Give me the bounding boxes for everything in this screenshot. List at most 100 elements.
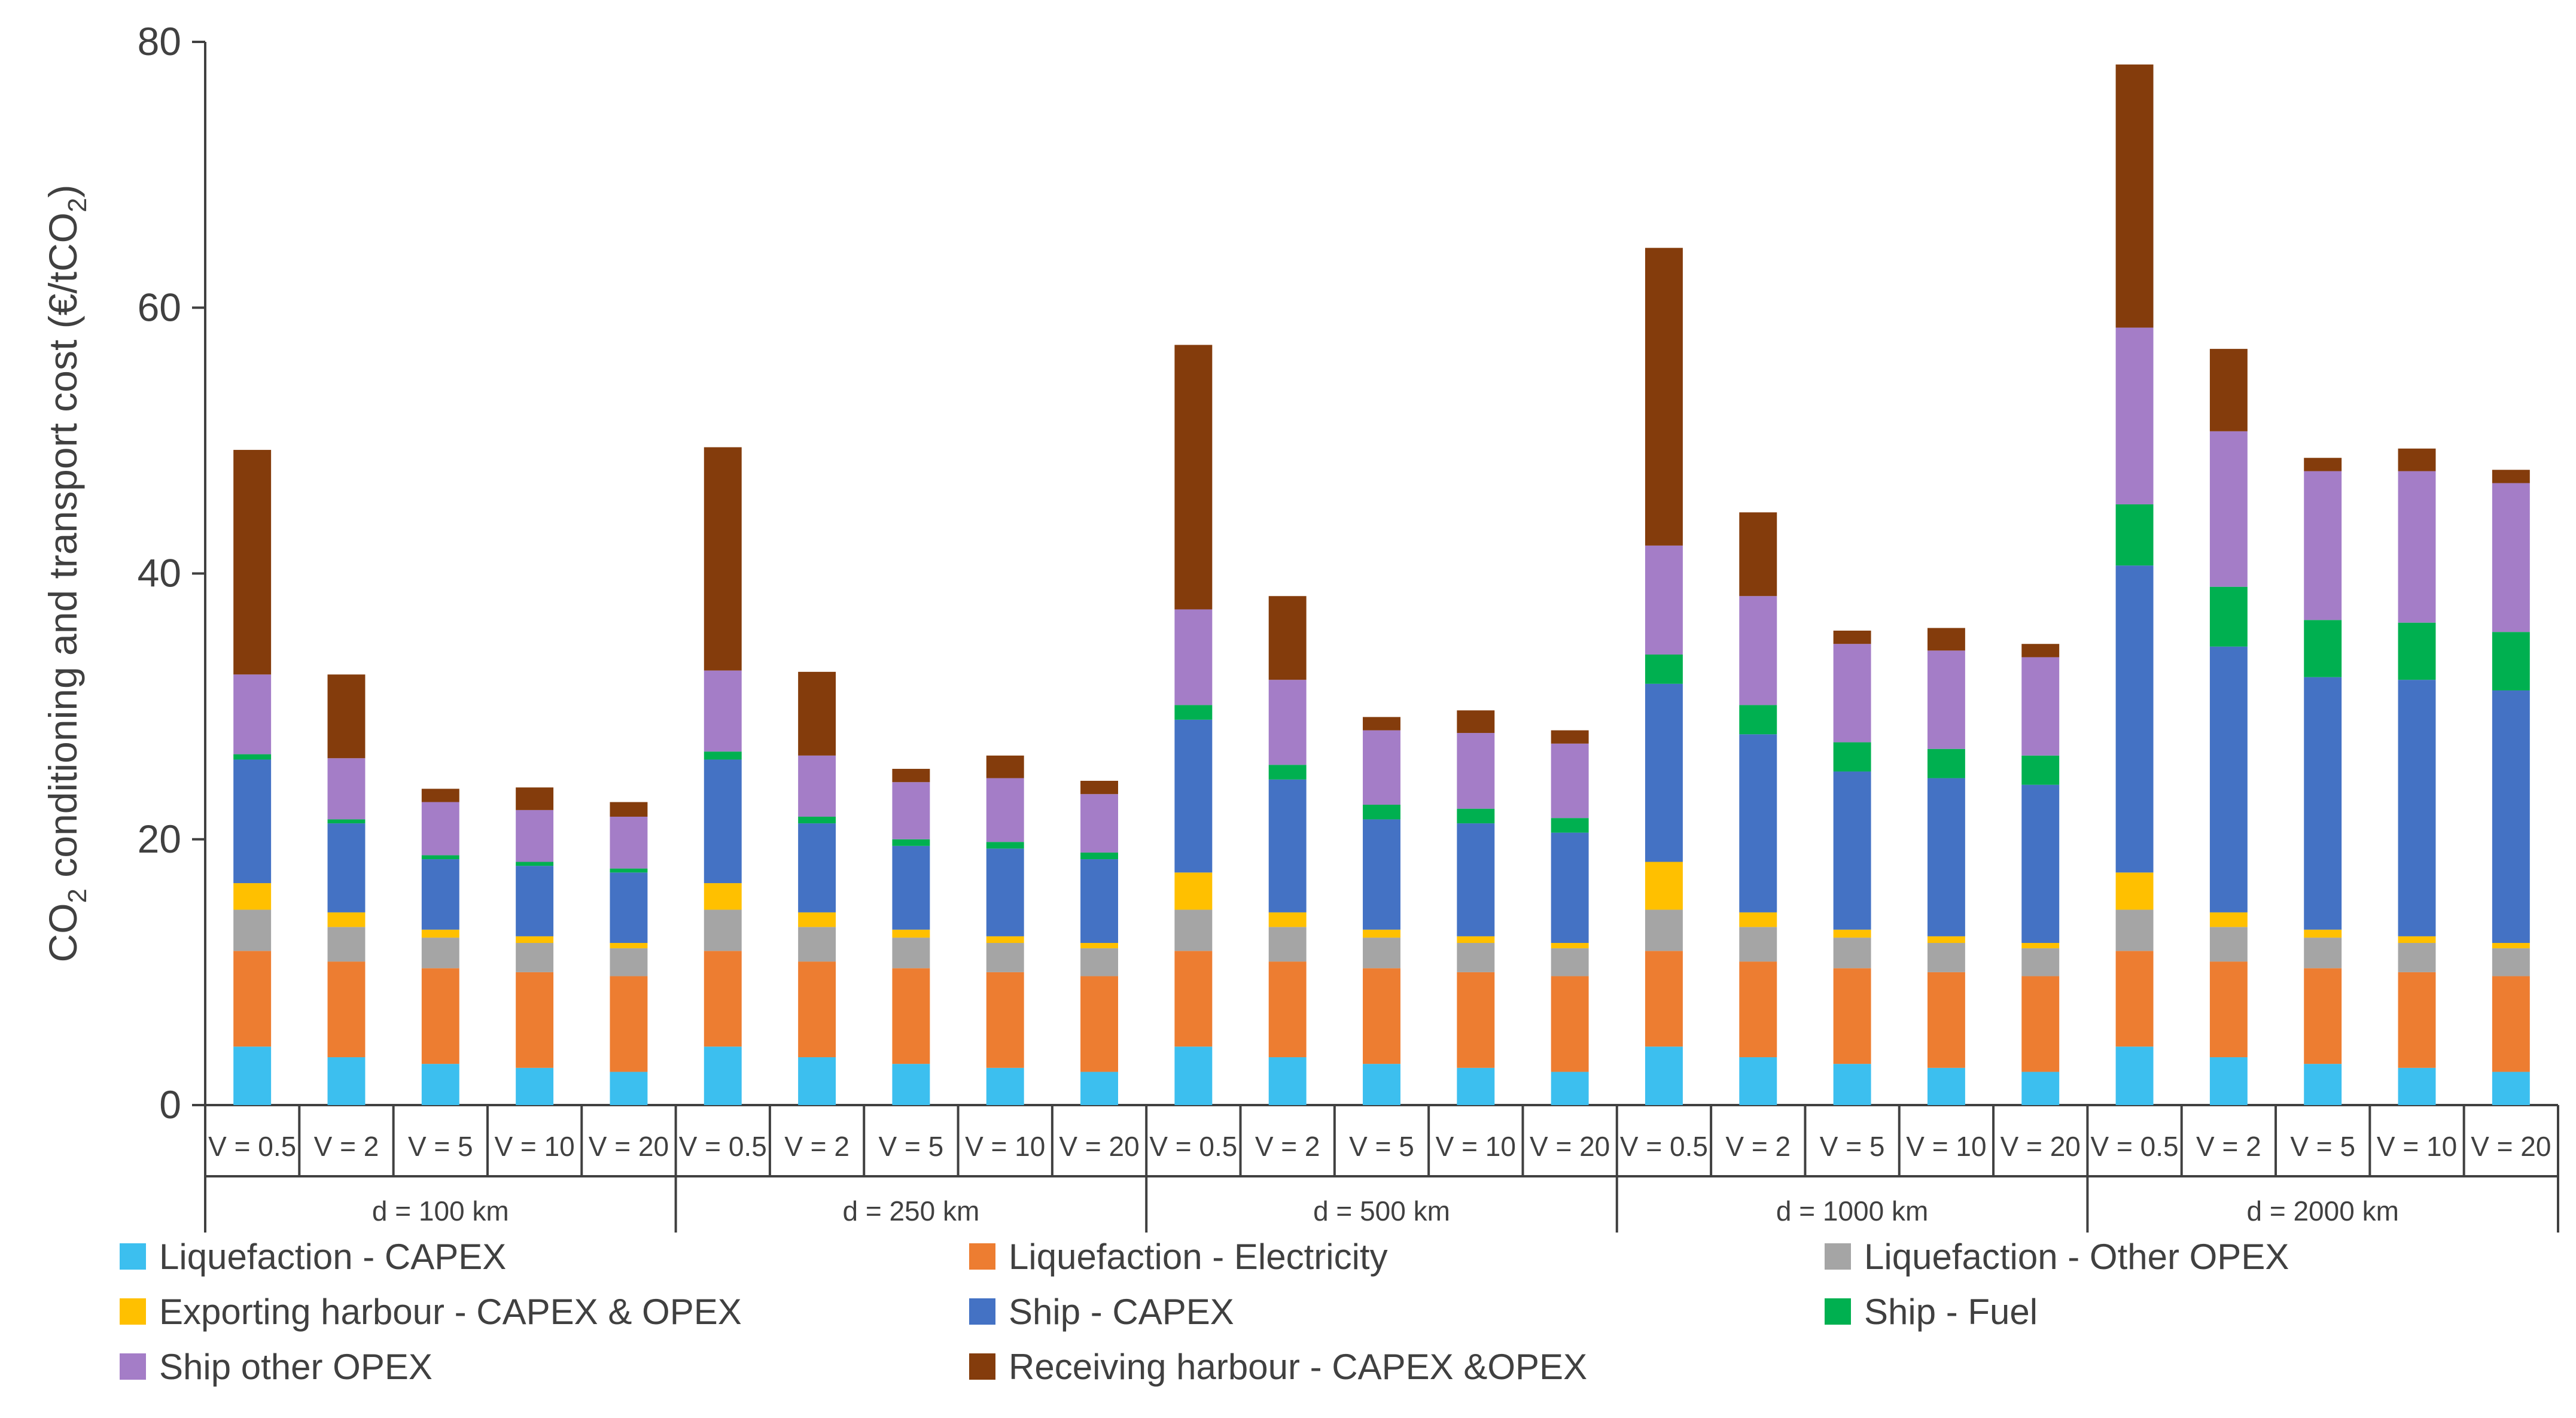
bar-segment (2209, 961, 2248, 1058)
bar-segment (704, 909, 742, 951)
bar-segment (1457, 710, 1495, 734)
bar-segment (986, 842, 1024, 849)
bar-segment (1268, 596, 1307, 680)
bar-segment (798, 1057, 836, 1105)
bar-segment (516, 787, 554, 810)
bar-segment (2115, 872, 2154, 910)
x-category-label: V = 2 (784, 1131, 849, 1162)
bar-segment (798, 912, 836, 927)
x-category-label: V = 2 (1255, 1131, 1320, 1162)
bar-segment (2209, 1057, 2248, 1105)
bar-segment (610, 868, 648, 873)
legend-item: Ship - Fuel (1825, 1288, 2038, 1335)
bar-segment (516, 972, 554, 1068)
bar-segment (704, 751, 742, 760)
x-category-label: V = 10 (2377, 1131, 2457, 1162)
bar-segment (2398, 1067, 2436, 1105)
bar-segment (1927, 936, 1965, 944)
bar-segment (1739, 512, 1777, 597)
bar-segment (1174, 1046, 1213, 1105)
bar-segment (2115, 565, 2154, 873)
x-category-label: V = 5 (1820, 1131, 1885, 1162)
bar-segment (2398, 943, 2436, 972)
legend-label: Ship - Fuel (1864, 1291, 2038, 1332)
bar-segment (1174, 872, 1213, 910)
bar-segment (1174, 909, 1213, 951)
bar-segment (1927, 778, 1965, 936)
bar-segment (2115, 327, 2154, 504)
y-tick-label: 20 (138, 817, 181, 861)
bar-segment (704, 759, 742, 884)
x-category-label: V = 2 (314, 1131, 379, 1162)
bar-segment (2209, 927, 2248, 962)
bar-segment (233, 754, 272, 760)
bar-segment (2398, 936, 2436, 944)
bar-segment (892, 839, 930, 846)
bar-segment (1080, 781, 1119, 795)
bar-segment (610, 943, 648, 948)
bar-segment (1268, 1057, 1307, 1105)
bar-segment (1739, 961, 1777, 1058)
bar-segment (1833, 771, 1871, 930)
y-tick-label: 0 (159, 1082, 181, 1127)
bar-segment (516, 862, 554, 866)
bar-segment (2492, 690, 2530, 944)
bar-segment (892, 929, 930, 938)
legend-swatch (1825, 1298, 1851, 1325)
bar-segment (421, 929, 459, 938)
bar-segment (1080, 943, 1119, 948)
bar-segment (1833, 644, 1871, 743)
bar-segment (516, 1067, 554, 1105)
bar-segment (1927, 628, 1965, 651)
bar-segment (2021, 644, 2060, 658)
bar-segment (2021, 943, 2060, 948)
bar-segment (233, 1046, 272, 1105)
bar-segment (327, 823, 366, 912)
bar-segment (704, 951, 742, 1047)
bar-segment (421, 938, 459, 969)
bar-segment (2304, 968, 2342, 1064)
bar-segment (327, 912, 366, 927)
bar-segment (1363, 929, 1400, 938)
bar-segment (1645, 545, 1683, 655)
bar-segment (1927, 748, 1965, 778)
bar-segment (1363, 1064, 1400, 1105)
bar-segment (892, 845, 930, 930)
bar-segment (2209, 431, 2248, 587)
bar-segment (892, 769, 930, 783)
x-category-label: V = 0.5 (208, 1131, 296, 1162)
legend-item: Ship other OPEX (120, 1343, 433, 1390)
bar-segment (1174, 951, 1213, 1047)
bar-segment (2115, 1046, 2154, 1105)
bar-segment (1739, 912, 1777, 927)
bar-segment (986, 1067, 1024, 1105)
x-category-label: V = 20 (2471, 1131, 2551, 1162)
bar-segment (1551, 818, 1589, 833)
bar-segment (2021, 657, 2060, 756)
legend-swatch (969, 1243, 995, 1270)
x-group-label: d = 1000 km (1776, 1195, 1928, 1227)
bar-segment (233, 951, 272, 1047)
bar-segment (516, 936, 554, 944)
bar-segment (233, 909, 272, 951)
bar-segment (892, 782, 930, 839)
bar-segment (798, 671, 836, 756)
x-category-label: V = 2 (1725, 1131, 1791, 1162)
bar-segment (1645, 1046, 1683, 1105)
bar-segment (421, 802, 459, 856)
x-category-label: V = 0.5 (679, 1131, 767, 1162)
bar-segment (1833, 938, 1871, 969)
y-axis-title: CO2 conditioning and transport cost (€/t… (41, 185, 92, 963)
bar-segment (2398, 680, 2436, 936)
bar-segment (1268, 961, 1307, 1058)
bar-segment (2398, 471, 2436, 623)
legend-label: Ship - CAPEX (1009, 1291, 1234, 1332)
x-category-label: V = 5 (879, 1131, 944, 1162)
bar-segment (1833, 742, 1871, 772)
bar-segment (516, 866, 554, 936)
bar-segment (704, 670, 742, 752)
bar-segment (1457, 936, 1495, 944)
bar-segment (1645, 654, 1683, 684)
bar-segment (610, 1072, 648, 1105)
bar-segment (2021, 755, 2060, 785)
